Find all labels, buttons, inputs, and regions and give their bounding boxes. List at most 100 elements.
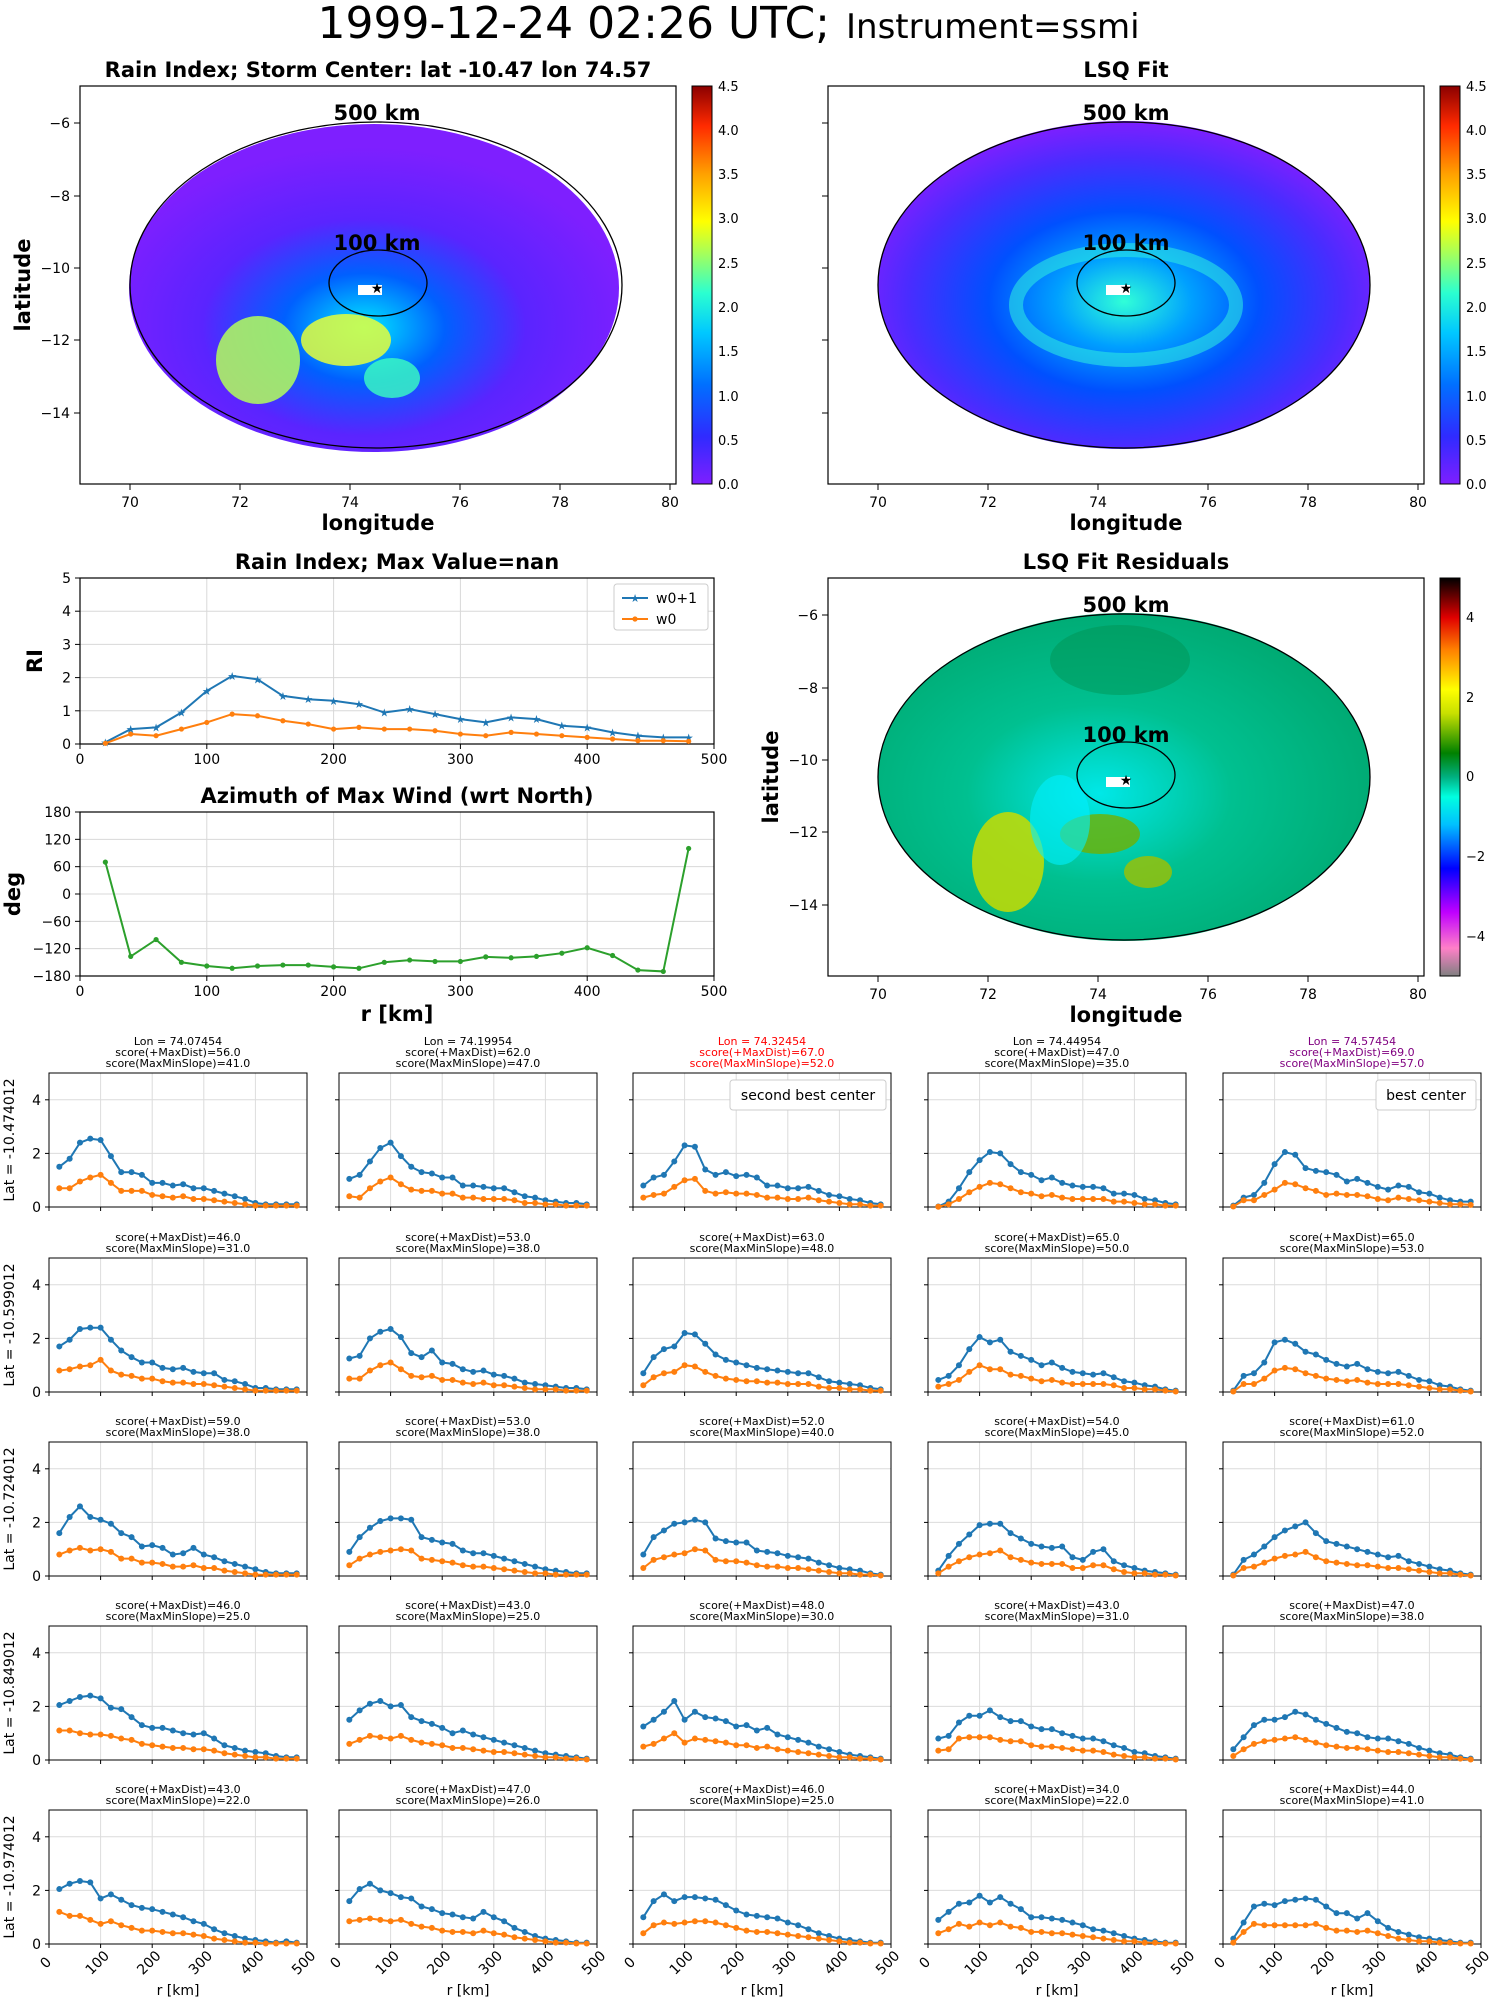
grid-panel: 0 100 200 300 400 500 score(+MaxDist)=47.0scor… bbox=[327, 1783, 609, 1999]
series-w0p1-point bbox=[1271, 1716, 1278, 1723]
series-w0p1-line bbox=[642, 1699, 881, 1760]
series-w0-point bbox=[511, 1383, 518, 1390]
series-w0-point bbox=[221, 1567, 228, 1574]
series-w0-point bbox=[867, 1387, 874, 1394]
series-w0-point bbox=[1059, 1744, 1066, 1751]
series-w0-point bbox=[867, 1571, 874, 1578]
x-tick-label: 0 bbox=[621, 1954, 639, 1972]
x-tick-label: 0 bbox=[327, 1954, 345, 1972]
series-w0-point bbox=[1059, 1560, 1066, 1567]
series-w0-point bbox=[1110, 1936, 1117, 1943]
series-w0-point bbox=[1385, 1748, 1392, 1755]
series-w0p1-point bbox=[511, 1558, 518, 1565]
series-w0-line bbox=[1232, 1922, 1471, 1945]
series-w0-point bbox=[743, 1927, 750, 1934]
series-w0-point bbox=[1395, 1935, 1402, 1942]
series-w0-point bbox=[128, 1187, 135, 1194]
series-w0p1-point bbox=[660, 1527, 667, 1534]
residuals-colorbar: 4 2 0 −2 −4 bbox=[1439, 577, 1485, 977]
series-w0-point bbox=[836, 1754, 843, 1761]
series-w0-point bbox=[1250, 1197, 1257, 1204]
series-w0-point bbox=[1028, 1559, 1035, 1566]
series-w0p1-point bbox=[826, 1746, 833, 1753]
panel-title-line: score(+MaxDist)=43.0 bbox=[994, 1599, 1119, 1612]
series-w0-point bbox=[1364, 1562, 1371, 1569]
series-w0p1-point bbox=[211, 1554, 218, 1561]
x-tick-label: 70 bbox=[869, 987, 887, 1003]
series-w0-point bbox=[457, 731, 463, 737]
series-w0-point bbox=[107, 1548, 114, 1555]
series-w0-point bbox=[511, 1197, 518, 1204]
series-w0-point bbox=[149, 1375, 156, 1382]
residuals-x-ticks: 70 72 74 76 78 80 bbox=[869, 976, 1427, 1003]
series-w0-point bbox=[1292, 1551, 1299, 1558]
series-w0p1-point: ★ bbox=[227, 670, 237, 683]
series-w0-point bbox=[1028, 1190, 1035, 1197]
series-w0-point bbox=[583, 1202, 590, 1209]
series-w0-point bbox=[428, 1556, 435, 1563]
series-w0p1-point bbox=[691, 1708, 698, 1715]
series-w0p1-point bbox=[1374, 1183, 1381, 1190]
x-tick-label: 300 bbox=[447, 984, 474, 1000]
series-w0-point bbox=[573, 1755, 580, 1762]
series-w0-point bbox=[733, 1742, 740, 1749]
series-w0p1-point bbox=[1079, 1735, 1086, 1742]
series-w0p1-point bbox=[211, 1370, 218, 1377]
series-w0-point bbox=[118, 1187, 125, 1194]
y-tick-label: 2 bbox=[62, 671, 71, 687]
series-w0p1-point bbox=[1323, 1903, 1330, 1910]
series-w0-point bbox=[997, 1736, 1004, 1743]
series-azimuth-point bbox=[178, 959, 185, 965]
panel-title-line: score(MaxMinSlope)=31.0 bbox=[985, 1610, 1130, 1623]
series-w0-line bbox=[59, 1358, 297, 1392]
series-w0p1-point: ★ bbox=[684, 731, 694, 744]
series-w0-point bbox=[1110, 1382, 1117, 1389]
series-w0p1-point bbox=[480, 1183, 487, 1190]
series-w0p1-point bbox=[418, 1718, 425, 1725]
series-w0-point bbox=[784, 1195, 791, 1202]
series-w0p1-point bbox=[702, 1166, 709, 1173]
series-w0p1-point bbox=[1312, 1351, 1319, 1358]
series-w0-point bbox=[650, 1740, 657, 1747]
series-w0p1-point bbox=[346, 1716, 353, 1723]
series-w0p1-point bbox=[671, 1343, 678, 1350]
colorbar-tick: 0.0 bbox=[1466, 478, 1487, 493]
series-w0p1-point bbox=[1090, 1548, 1097, 1555]
series-w0p1-point bbox=[76, 1326, 83, 1333]
series-w0p1-point bbox=[1261, 1716, 1268, 1723]
series-w0-point bbox=[976, 1919, 983, 1926]
series-w0-point bbox=[231, 1751, 238, 1758]
series-w0-point bbox=[660, 1190, 667, 1197]
panel-title-line: score(MaxMinSlope)=50.0 bbox=[985, 1242, 1130, 1255]
series-w0-point bbox=[511, 1750, 518, 1757]
series-w0p1-point bbox=[1385, 1554, 1392, 1561]
series-w0-point bbox=[1172, 1572, 1179, 1579]
series-w0p1-point bbox=[242, 1195, 249, 1202]
series-w0p1-point bbox=[1121, 1378, 1128, 1385]
residuals-hotspot-west bbox=[972, 812, 1044, 912]
series-w0p1-point bbox=[501, 1372, 508, 1379]
series-w0p1-point bbox=[470, 1550, 477, 1557]
center-mask bbox=[1106, 777, 1130, 787]
series-w0-point bbox=[1038, 1193, 1045, 1200]
x-tick-label: 100 bbox=[83, 1948, 113, 1978]
series-w0-point bbox=[660, 1554, 667, 1561]
series-w0p1-point bbox=[997, 1336, 1004, 1343]
series-w0-point bbox=[935, 1383, 942, 1390]
colorbar-tick: 1.5 bbox=[1466, 345, 1487, 360]
series-w0-point bbox=[1059, 1194, 1066, 1201]
series-w0-point bbox=[107, 1367, 114, 1374]
series-w0-point bbox=[945, 1201, 952, 1208]
series-w0-point bbox=[262, 1202, 269, 1209]
series-w0-point bbox=[805, 1194, 812, 1201]
series-w0-point bbox=[743, 1559, 750, 1566]
series-w0-point bbox=[252, 1387, 259, 1394]
series-w0-point bbox=[118, 1555, 125, 1562]
ring-label-500km: 500 km bbox=[1083, 593, 1170, 617]
series-w0p1-point bbox=[159, 1364, 166, 1371]
series-w0-point bbox=[262, 1940, 269, 1947]
series-w0-point bbox=[231, 1384, 238, 1391]
series-w0p1-point bbox=[1281, 1527, 1288, 1534]
series-w0p1-point bbox=[1038, 1543, 1045, 1550]
series-w0-point bbox=[211, 1382, 218, 1389]
